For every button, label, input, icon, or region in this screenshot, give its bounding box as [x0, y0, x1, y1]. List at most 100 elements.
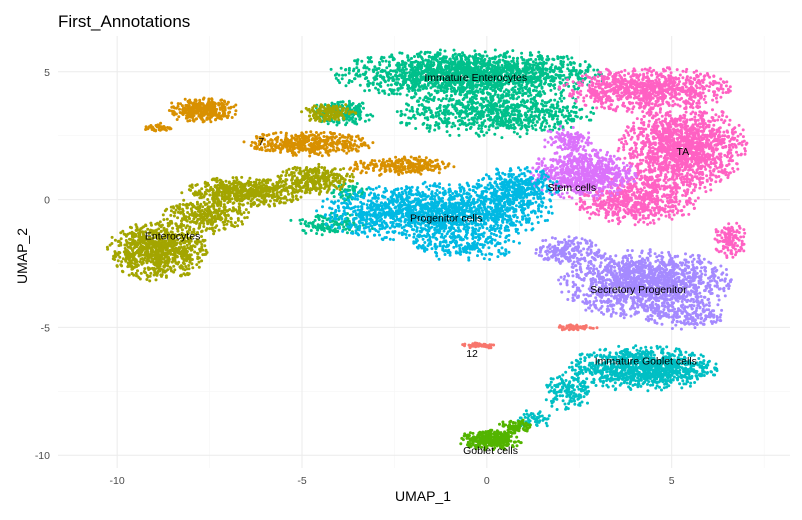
cell-point — [593, 89, 597, 93]
cell-point — [403, 62, 407, 66]
cell-point — [557, 74, 561, 78]
cell-point — [698, 82, 702, 86]
cell-point — [424, 68, 428, 71]
cell-point — [332, 195, 336, 199]
cell-point — [559, 94, 563, 98]
cell-point — [703, 87, 707, 91]
cell-point — [409, 79, 413, 83]
cell-point — [356, 74, 360, 78]
cell-point — [447, 112, 451, 116]
cell-point — [543, 118, 547, 122]
cell-point — [646, 80, 650, 84]
cell-point — [516, 109, 519, 113]
cell-point — [504, 124, 508, 127]
cell-point — [561, 78, 565, 82]
cell-point — [733, 126, 737, 130]
cell-point — [546, 58, 550, 62]
cell-point — [331, 191, 335, 194]
cell-point — [519, 119, 523, 122]
cell-point — [515, 132, 519, 136]
cell-point — [515, 59, 519, 63]
cell-point — [583, 103, 587, 107]
cell-point — [525, 132, 529, 136]
cell-point — [642, 89, 646, 93]
cell-point — [674, 93, 678, 97]
cell-point — [716, 118, 720, 122]
cell-point — [620, 91, 624, 95]
cell-point — [422, 121, 426, 125]
cell-point — [544, 80, 547, 84]
cell-point — [536, 55, 540, 58]
cell-point — [465, 114, 469, 118]
cell-point — [604, 100, 608, 104]
cell-point — [658, 120, 662, 124]
cell-point — [603, 106, 606, 110]
cell-point — [584, 73, 588, 77]
cell-point — [346, 188, 350, 192]
cell-point — [515, 62, 519, 66]
cell-point — [410, 56, 413, 60]
cell-point — [490, 57, 494, 60]
cell-point — [678, 88, 682, 92]
cell-point — [477, 127, 481, 130]
cell-point — [650, 83, 654, 87]
cell-point — [658, 80, 661, 84]
cell-point — [712, 123, 716, 127]
cell-point — [500, 136, 504, 140]
cell-point — [578, 108, 582, 112]
cell-point — [711, 98, 715, 102]
cell-point — [642, 130, 645, 134]
cell-point — [496, 87, 500, 91]
cell-point — [452, 48, 456, 52]
cell-point — [411, 76, 415, 80]
cell-point — [416, 60, 420, 64]
cell-point — [522, 92, 525, 96]
cell-point — [550, 109, 554, 113]
cell-point — [467, 55, 471, 59]
cell-point — [440, 85, 444, 89]
cell-point — [702, 97, 706, 101]
cell-point — [645, 71, 649, 75]
cell-point — [353, 120, 357, 124]
cell-point — [694, 171, 697, 175]
cell-point — [582, 96, 586, 100]
cell-point — [399, 114, 403, 118]
cell-point — [479, 84, 483, 88]
cell-point — [476, 57, 480, 61]
cell-point — [438, 109, 442, 113]
cell-point — [584, 69, 588, 72]
cell-point — [340, 77, 344, 81]
cell-point — [439, 89, 443, 93]
cell-point — [541, 66, 545, 70]
cell-point — [534, 102, 538, 106]
cell-point — [438, 105, 441, 109]
cell-point — [733, 143, 736, 146]
cell-point — [416, 55, 420, 59]
cell-point — [522, 58, 526, 62]
cell-point — [656, 155, 660, 159]
cell-point — [404, 81, 408, 84]
cell-point — [403, 113, 407, 117]
cell-point — [658, 108, 662, 112]
cell-point — [546, 55, 550, 58]
cell-point — [630, 79, 634, 83]
cell-point — [328, 228, 332, 232]
cell-point — [658, 103, 662, 107]
cell-point — [612, 91, 616, 95]
cell-point — [640, 118, 644, 121]
cell-point — [561, 88, 565, 92]
cell-point — [539, 126, 543, 130]
cell-point — [611, 88, 614, 92]
cell-point — [473, 113, 477, 117]
cell-point — [366, 84, 370, 88]
cell-point — [718, 130, 722, 134]
cell-point — [540, 86, 544, 90]
cell-point — [561, 125, 565, 129]
cell-point — [358, 83, 362, 87]
cell-point — [529, 63, 532, 67]
cell-point — [507, 117, 511, 121]
cell-point — [621, 81, 625, 85]
cell-point — [442, 105, 446, 108]
cell-point — [398, 69, 402, 73]
cell-point — [529, 105, 533, 109]
